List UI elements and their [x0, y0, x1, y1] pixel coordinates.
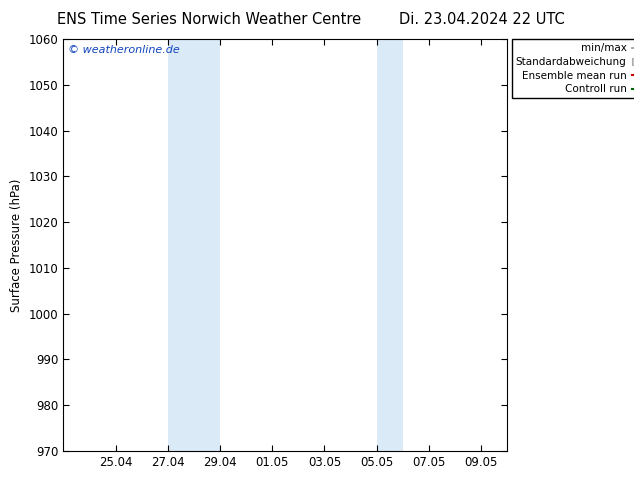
- Bar: [168, 39, 220, 451]
- Y-axis label: Surface Pressure (hPa): Surface Pressure (hPa): [10, 178, 23, 312]
- Text: © weatheronline.de: © weatheronline.de: [68, 46, 179, 55]
- Text: ENS Time Series Norwich Weather Centre: ENS Time Series Norwich Weather Centre: [57, 12, 361, 27]
- Bar: [377, 39, 403, 451]
- Legend: min/max, Standardabweichung, Ensemble mean run, Controll run: min/max, Standardabweichung, Ensemble me…: [512, 39, 634, 98]
- Text: Di. 23.04.2024 22 UTC: Di. 23.04.2024 22 UTC: [399, 12, 565, 27]
